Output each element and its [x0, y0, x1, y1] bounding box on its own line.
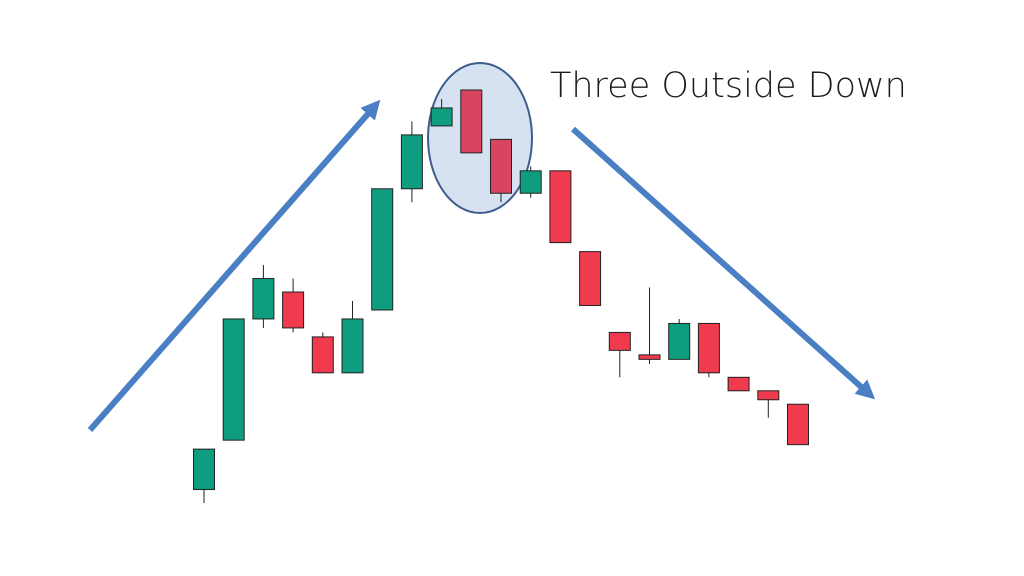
- bearish-candle: [727, 376, 750, 392]
- downtrend-arrow: [570, 126, 876, 400]
- bullish-candle: [668, 322, 691, 360]
- bullish-candle: [252, 278, 275, 320]
- bullish-candle: [400, 134, 423, 190]
- bullish-candle: [193, 448, 215, 491]
- bearish-candle: [282, 291, 305, 329]
- bearish-candle: [757, 390, 780, 401]
- bearish-candle: [697, 322, 720, 374]
- bullish-candle: [519, 170, 542, 194]
- bearish-candle: [787, 403, 809, 446]
- bullish-candle: [222, 318, 245, 441]
- bearish-candle: [460, 89, 483, 154]
- bearish-candle: [608, 331, 631, 351]
- chart-title: Three Outside Down: [550, 66, 907, 106]
- bearish-candle: [490, 138, 512, 194]
- bullish-candle: [371, 188, 394, 311]
- bearish-candle: [549, 170, 572, 244]
- bullish-candle: [430, 107, 453, 127]
- bearish-candle: [638, 354, 661, 360]
- bearish-candle: [311, 336, 334, 374]
- uptrend-arrow: [87, 99, 381, 432]
- candles-group: [193, 89, 809, 503]
- bearish-candle: [579, 251, 602, 306]
- bullish-candle: [341, 318, 364, 374]
